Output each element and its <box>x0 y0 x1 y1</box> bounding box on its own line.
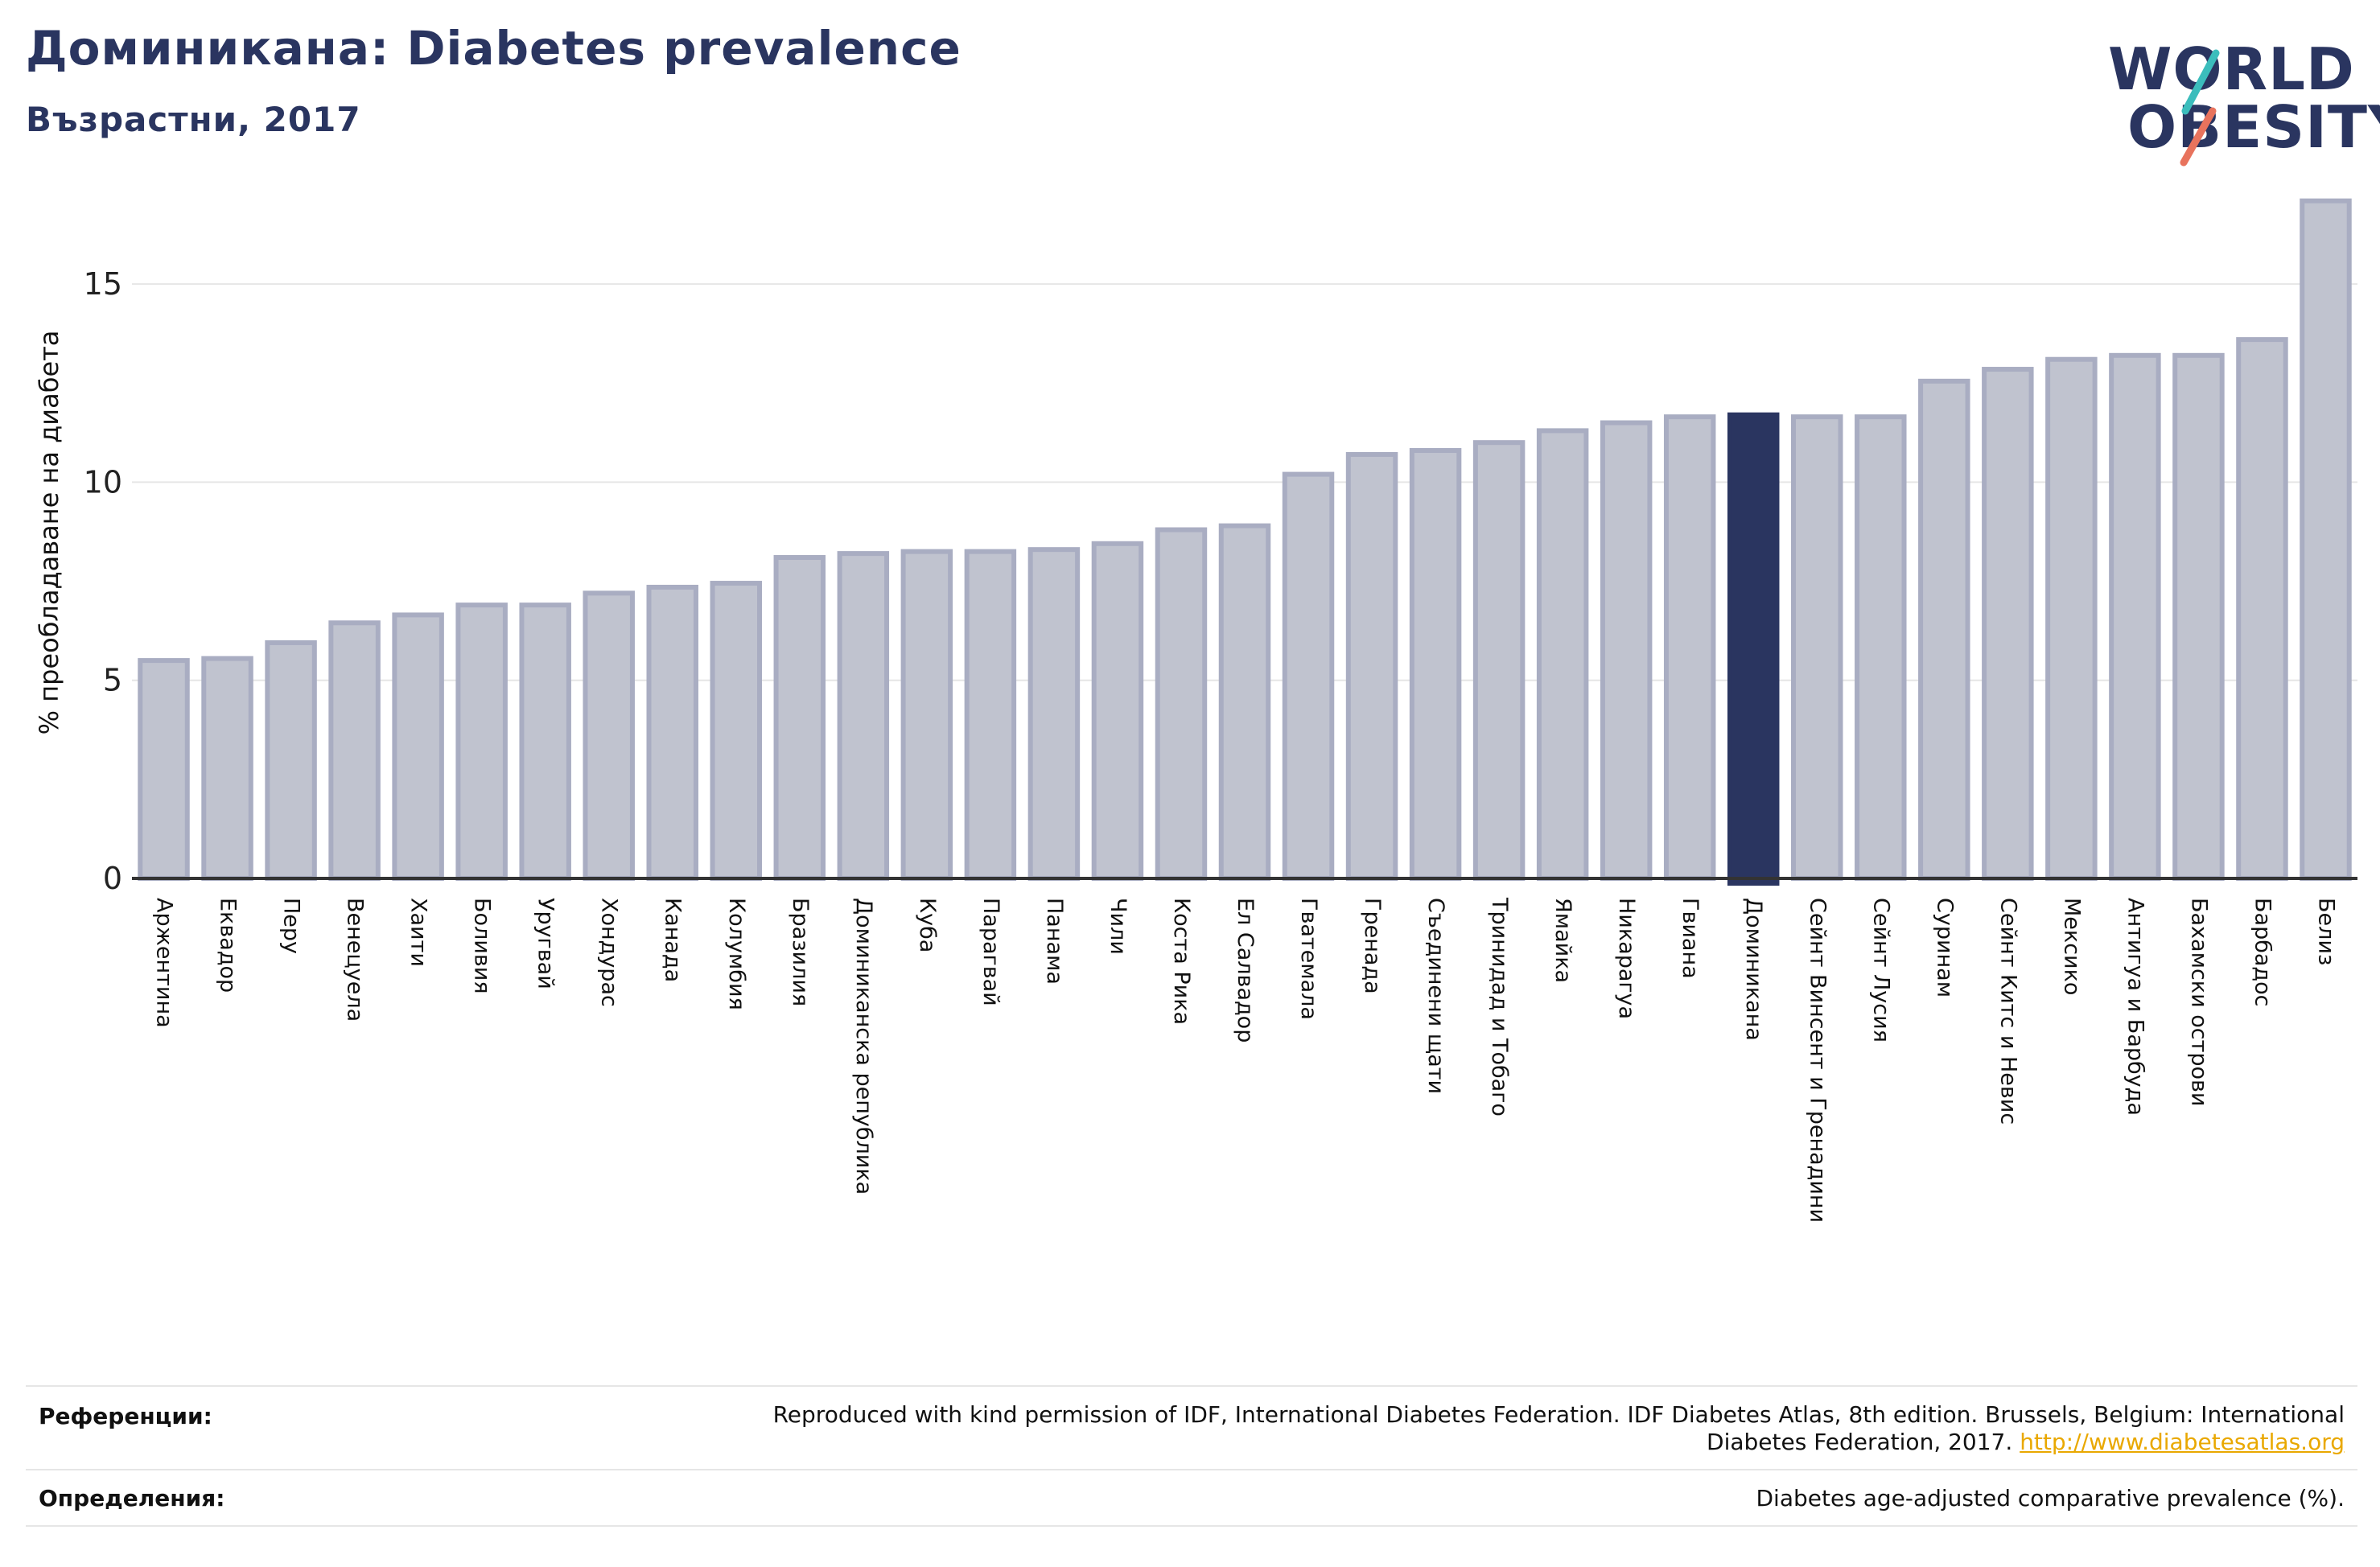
footer-divider-middle <box>26 1469 2357 1470</box>
bar <box>1409 448 1462 881</box>
x-tick-label: Гвиана <box>1678 898 1703 979</box>
chart-title: Доминикана: Diabetes prevalence <box>26 21 961 76</box>
references-text-end: Diabetes Federation, 2017. <box>1707 1429 2013 1455</box>
bar <box>2236 337 2288 881</box>
bar <box>1982 367 2034 881</box>
x-tick-label: Парагвай <box>978 898 1003 1006</box>
definitions-text: Diabetes age-adjusted comparative preval… <box>1756 1485 2345 1511</box>
world-obesity-logo: WORLD OBESITY <box>2092 24 2380 169</box>
references-text-line1: Reproduced with kind permission of IDF, … <box>772 1401 2345 1428</box>
x-tick-label: Бразилия <box>788 898 813 1006</box>
x-tick-label: Хаити <box>406 898 431 967</box>
bar <box>1282 471 1335 881</box>
x-tick-label: Чили <box>1106 898 1130 955</box>
bar <box>1663 414 1716 881</box>
x-tick-label: Барбадос <box>2250 898 2275 1006</box>
bar <box>1155 527 1208 882</box>
y-tick-labels: 0 5 10 15 <box>84 266 122 896</box>
x-tick-label: Сейнт Лусия <box>1868 898 1893 1043</box>
bar <box>2109 352 2161 881</box>
references-label: Референции: <box>39 1403 212 1429</box>
bar-highlighted <box>1727 412 1780 886</box>
bar <box>138 658 190 881</box>
x-tick-label: Перу <box>279 898 304 954</box>
x-tick-label: Гренада <box>1360 898 1385 994</box>
x-tick-label: Хондурас <box>597 898 622 1007</box>
bar <box>773 555 826 881</box>
bar <box>455 603 508 882</box>
x-tick-label: Антигуа и Барбуда <box>2123 898 2147 1116</box>
bar <box>1791 414 1843 881</box>
bar <box>2300 198 2352 881</box>
bar <box>964 549 1017 882</box>
x-tick-label: Коста Рика <box>1169 898 1194 1025</box>
x-tick-label: Арженти­на <box>152 898 177 1028</box>
y-tick-label: 15 <box>84 266 122 302</box>
bar <box>328 620 381 881</box>
bar <box>1536 428 1589 881</box>
x-tick-label: Никарагуа <box>1614 898 1639 1019</box>
references-row: Референции: Reproduced with kind permiss… <box>26 1400 2357 1472</box>
x-tick-label: Съединени щати <box>1423 898 1448 1094</box>
bar <box>1600 420 1653 881</box>
y-axis-label: % преобладаване на диабета <box>34 331 64 735</box>
definitions-row: Определения: Diabetes age-adjusted compa… <box>26 1482 2357 1522</box>
x-tick-label: Колумбия <box>724 898 749 1010</box>
bar <box>1855 414 1907 881</box>
logo-word-world: WORLD <box>2108 35 2355 103</box>
bar <box>1027 547 1081 881</box>
bar <box>2045 356 2098 881</box>
x-tick-label: Канада <box>661 898 686 982</box>
bar <box>519 603 571 882</box>
bar <box>392 612 444 881</box>
x-tick-label: Сейнт Винсент и Гренадини <box>1805 898 1830 1223</box>
bar <box>1918 378 1970 881</box>
chart-subtitle: Възрастни, 2017 <box>26 100 361 139</box>
bar <box>2172 352 2225 881</box>
x-tick-label: Ел Салвадор <box>1233 898 1258 1043</box>
bar <box>646 584 698 882</box>
x-tick-label: Сейнт Китс и Невис <box>1995 898 2020 1125</box>
references-text-line2: Diabetes Federation, 2017. http://www.di… <box>773 1429 2345 1456</box>
x-tick-label: Еквадор <box>216 898 241 993</box>
x-tick-label: Тринидад и Тобаго <box>1487 897 1512 1117</box>
footer-divider-bottom <box>26 1525 2357 1527</box>
bar <box>201 656 253 881</box>
x-tick-label: Куба <box>915 898 940 952</box>
bar <box>583 590 635 881</box>
x-tick-label: Бахамски острови <box>2186 898 2211 1106</box>
x-tick-label: Ямайка <box>1550 898 1575 983</box>
bar <box>1472 440 1526 881</box>
bar <box>900 549 953 882</box>
x-tick-label: Суринам <box>1932 898 1957 997</box>
bar <box>265 640 317 881</box>
x-tick-label: Гватемала <box>1296 898 1321 1020</box>
definitions-label: Определения: <box>39 1485 225 1511</box>
x-tick-label: Доминикана <box>1741 898 1766 1041</box>
x-tick-label: Доминиканска република <box>851 898 876 1195</box>
x-tick-label: Уругвай <box>533 898 558 989</box>
bar <box>837 551 890 881</box>
bar-chart: 0 5 10 15 Арженти­на Еквадор Перу Венецуела Хаи… <box>34 198 2357 1223</box>
bar <box>1091 541 1144 882</box>
logo-word-obesity: OBESITY <box>2127 93 2380 161</box>
x-tick-label: Мексико <box>2059 898 2084 995</box>
footer-divider-top <box>26 1385 2357 1387</box>
y-tick-label: 0 <box>103 861 122 896</box>
bar <box>1345 451 1398 881</box>
x-tick-label: Белиз <box>2313 898 2338 965</box>
y-tick-label: 10 <box>84 464 122 500</box>
logo-slash-icon <box>2180 49 2220 167</box>
x-tick-label: Панама <box>1042 898 1067 985</box>
x-tick-labels: Арженти­на Еквадор Перу Венецуела Хаити Болив… <box>152 897 2339 1223</box>
y-tick-label: 5 <box>103 663 122 698</box>
references-link[interactable]: http://www.diabetesatlas.org <box>2020 1429 2345 1455</box>
bar <box>1218 523 1271 882</box>
bars <box>138 198 2352 886</box>
bar <box>710 581 763 882</box>
x-tick-label: Боливия <box>470 898 495 994</box>
references-text: Reproduced with kind permission of IDF, … <box>773 1401 2345 1456</box>
x-tick-label: Венецуела <box>343 898 368 1022</box>
